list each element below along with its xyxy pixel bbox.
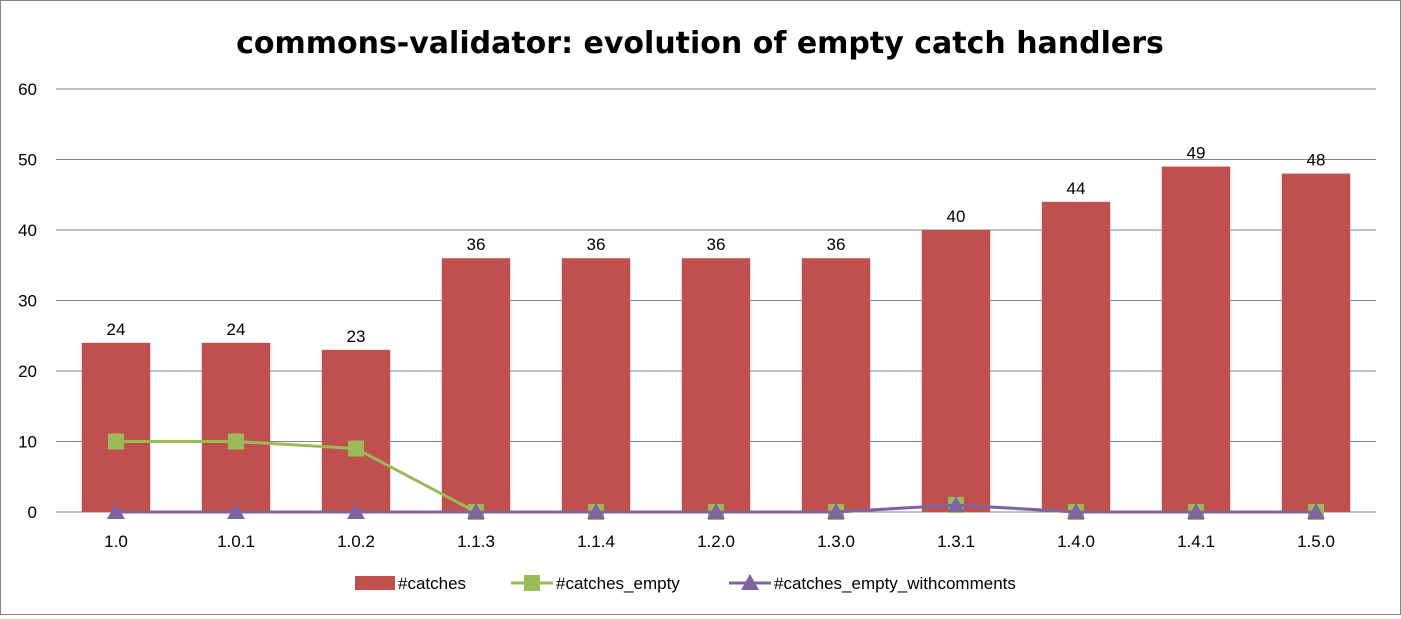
bar-data-label: 49 [1187,144,1206,163]
y-tick-label: 30 [18,292,37,311]
bar-data-label: 48 [1307,151,1326,170]
bar [321,349,391,512]
legend-swatch [741,574,759,590]
x-tick-label: 1.3.1 [937,532,975,551]
data-point-marker [827,503,845,519]
bar [81,342,151,512]
data-point-marker [108,433,124,450]
y-axis: 0 10 20 30 40 50 60 [18,80,37,522]
data-point-marker [1067,503,1085,519]
data-point-marker [348,440,364,457]
x-tick-label: 1.4.1 [1177,532,1215,551]
bar [1281,173,1351,512]
bar-data-label: 23 [347,327,366,346]
bar-series [81,166,1351,513]
bar-data-labels: 24 24 23 36 36 36 36 40 44 49 48 [107,144,1326,346]
y-tick-label: 60 [18,80,37,99]
data-point-marker [947,495,965,512]
bar-data-label: 36 [827,235,846,254]
x-tick-label: 1.5.0 [1297,532,1335,551]
bar [1041,201,1111,513]
y-tick-label: 40 [18,221,37,240]
bar [1161,166,1231,513]
data-point-marker [228,433,244,450]
bar-data-label: 24 [107,320,126,339]
x-tick-label: 1.0.2 [337,532,375,551]
line-series [107,433,1325,520]
bar-data-label: 40 [947,207,966,226]
data-point-marker [107,503,125,519]
x-tick-label: 1.1.4 [577,532,615,551]
x-tick-label: 1.1.3 [457,532,495,551]
x-tick-label: 1.2.0 [697,532,735,551]
bar [441,258,511,512]
y-tick-label: 10 [18,433,37,452]
legend-swatch [524,575,540,591]
bar-data-label: 36 [587,235,606,254]
data-point-marker [467,503,485,519]
data-point-marker [1307,503,1325,519]
legend-swatch [355,576,395,590]
x-tick-label: 1.0.1 [217,532,255,551]
legend-label: #catches_empty [556,574,680,593]
legend: #catches #catches_empty #catches_empty_wit… [355,574,1016,593]
data-point-marker [347,503,365,519]
data-point-marker [587,503,605,519]
bar-data-label: 24 [227,320,246,339]
bar [681,258,751,512]
x-tick-label: 1.0 [104,532,128,551]
data-point-marker [707,503,725,519]
legend-label: #catches [398,574,466,593]
data-point-marker [1187,503,1205,519]
data-point-marker [227,503,245,519]
legend-label: #catches_empty_withcomments [774,574,1016,593]
bar-data-label: 44 [1067,179,1086,198]
bar [561,258,631,512]
y-tick-label: 20 [18,362,37,381]
bar [801,258,871,512]
y-tick-label: 50 [18,151,37,170]
chart-title: commons-validator: evolution of empty ca… [236,26,1164,61]
x-tick-label: 1.3.0 [817,532,855,551]
y-tick-label: 0 [28,503,37,522]
bar [201,342,271,512]
x-axis: 1.0 1.0.1 1.0.2 1.1.3 1.1.4 1.2.0 1.3.0 1.3.1 1.… [104,532,1335,551]
x-tick-label: 1.4.0 [1057,532,1095,551]
bar [921,230,991,512]
bar-data-label: 36 [707,235,726,254]
bar-data-label: 36 [467,235,486,254]
